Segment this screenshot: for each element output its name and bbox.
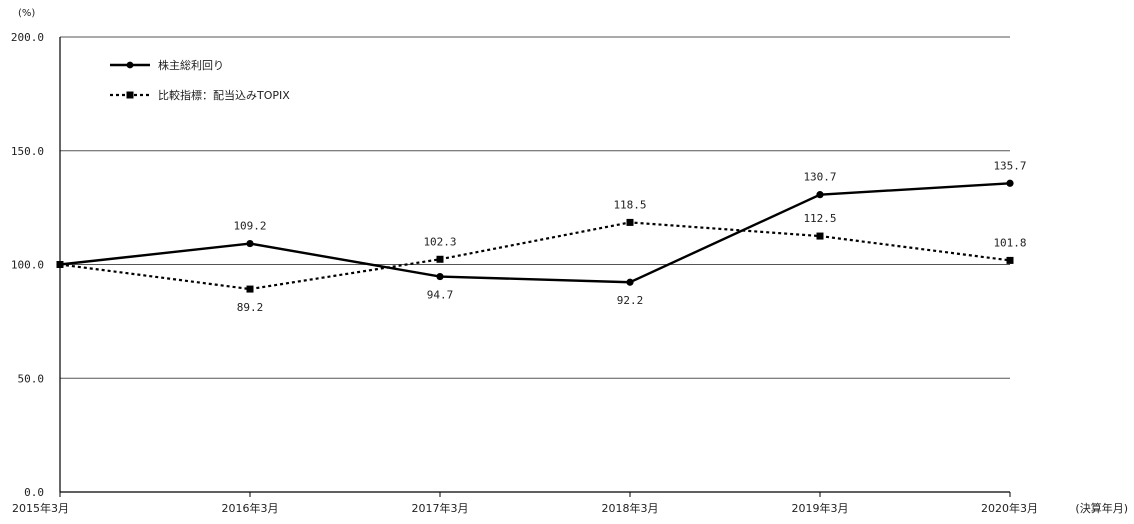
legend-label-2: 比較指標：配当込みTOPIX [158,88,290,102]
series-2-point [246,285,254,293]
series-line-2 [59,221,1011,291]
x-tick-label: 2016年3月 [222,501,279,515]
data-labels: 109.2 94.7 92.2 130.7 135.7 89.2 102.3 118.5 112… [233,159,1026,314]
data-label: 118.5 [613,198,646,211]
y-tick-label: 200.0 [11,31,44,44]
data-label: 135.7 [993,159,1026,172]
y-tick-label: 50.0 [18,372,45,385]
data-label: 92.2 [617,294,644,307]
x-tick-label: 2019年3月 [792,501,849,515]
series-1-point [816,191,824,199]
series [56,179,1014,293]
series-2-point [1006,256,1014,264]
x-tick-label: 2018年3月 [602,501,659,515]
y-tick-label: 150.0 [11,145,44,158]
data-label: 94.7 [427,289,454,302]
data-label: 109.2 [233,220,266,233]
series-line-1 [59,182,1011,284]
y-axis-unit: (%) [18,8,35,19]
x-axis-unit: (決算年月) [1075,501,1128,515]
data-label: 130.7 [803,171,836,184]
y-tick-label: 100.0 [11,259,44,272]
legend-marker-1 [126,61,134,69]
legend-label-1: 株主総利回り [158,58,224,72]
series-2-point [56,261,64,268]
data-label: 101.8 [993,236,1026,249]
series-2-point [626,218,634,226]
x-tick-label: 2015年3月 [12,501,69,515]
legend-marker-2 [126,91,134,99]
series-1-point [436,272,444,281]
x-tick-label: 2017年3月 [412,501,469,515]
gridlines [60,36,1010,493]
data-label: 112.5 [803,212,836,225]
x-tick-label: 2020年3月 [981,501,1038,515]
data-label: 102.3 [423,235,456,248]
y-tick-label: 0.0 [24,486,44,499]
series-2-point [436,255,444,263]
axes: (%) 0.0 50.0 100.0 150.0 200.0 2015年3月 2016年3月 2… [11,8,1128,515]
series-1-point [246,239,254,248]
data-label: 89.2 [237,301,264,314]
series-1-point [1006,179,1014,187]
series-2-point [816,232,824,240]
series-1-point [626,278,634,286]
